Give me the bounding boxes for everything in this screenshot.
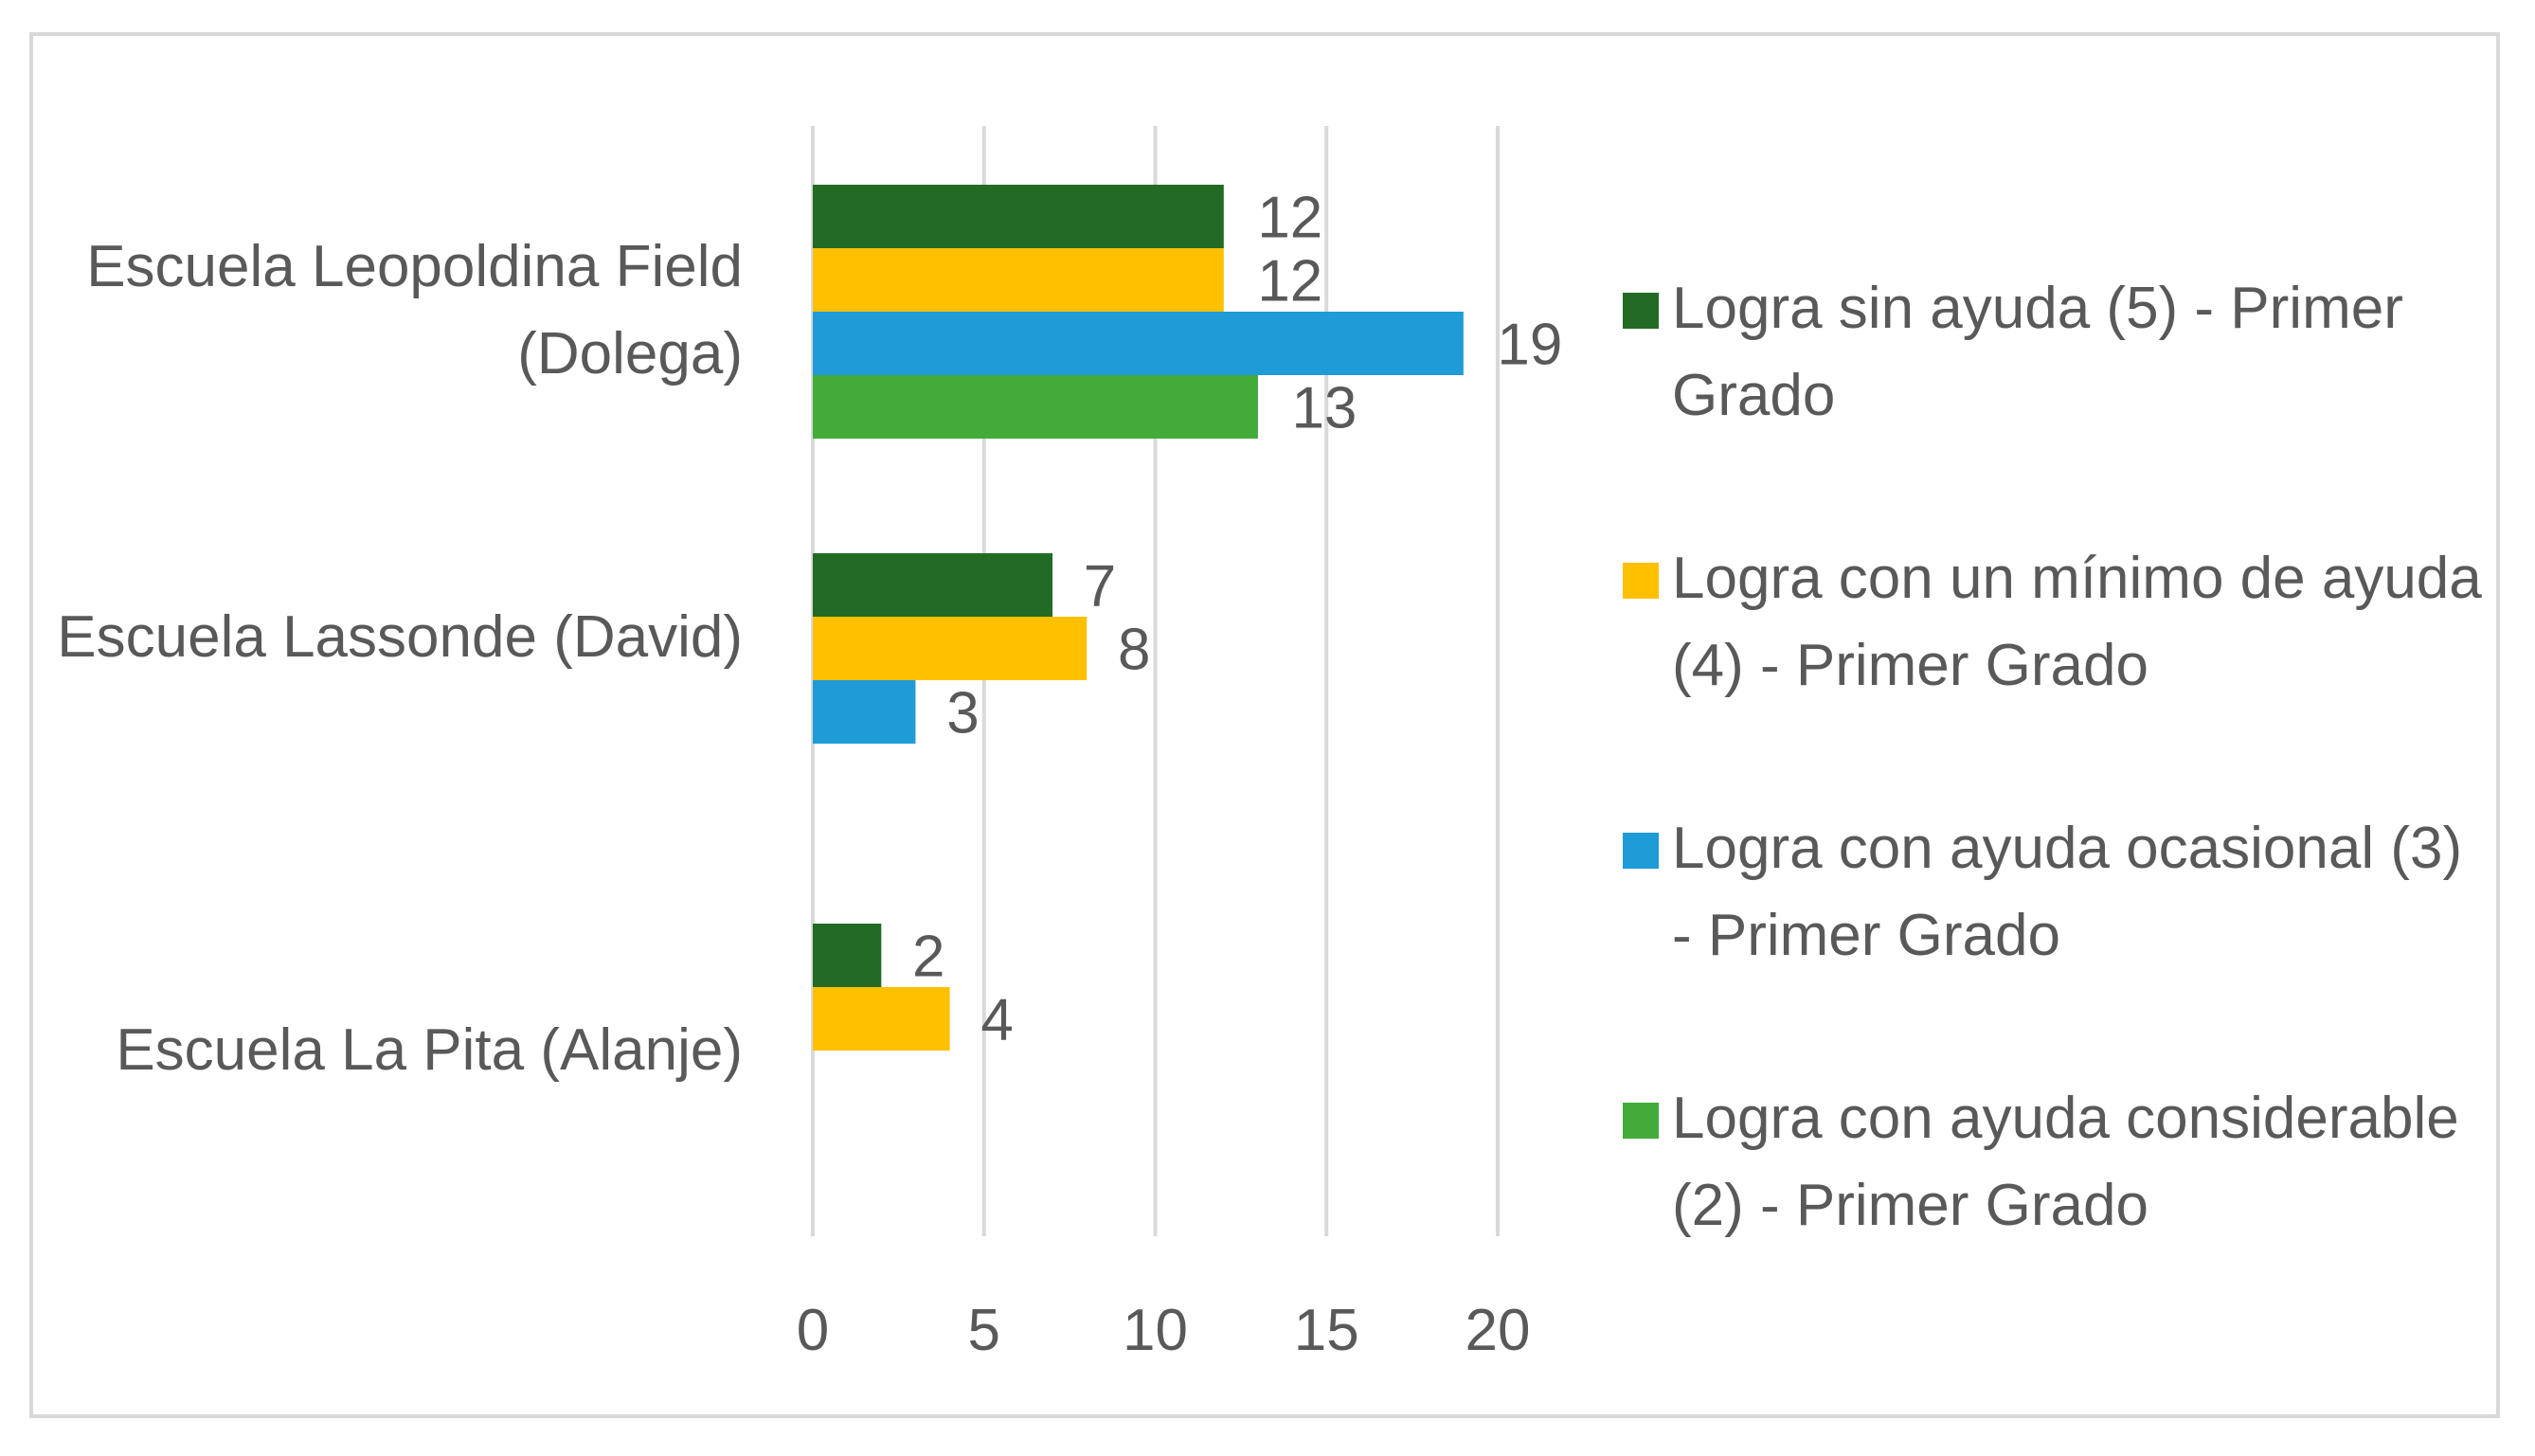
x-tick-label-15: 15 xyxy=(1294,1298,1359,1363)
bar-c2-s0 xyxy=(813,924,882,987)
legend-label-series-5: Logra sin ayuda (5) - Primer Grado xyxy=(1672,276,2403,428)
data-label-c1-s0: 7 xyxy=(1084,554,1116,620)
bar-c0-s2 xyxy=(813,312,1464,375)
data-label-c2-s1: 4 xyxy=(980,988,1013,1053)
bar-c2-s1 xyxy=(813,987,950,1051)
bar-c0-s1 xyxy=(813,248,1224,312)
x-tick-label-0: 0 xyxy=(797,1298,829,1363)
data-label-c0-s1: 12 xyxy=(1257,249,1322,315)
legend-item-series-3: Logra con ayuda ocasional (3) - Primer G… xyxy=(1623,805,2496,980)
bar-c0-s3 xyxy=(813,375,1258,439)
legend-label-series-4: Logra con un mínimo de ayuda (4) - Prime… xyxy=(1672,546,2482,698)
legend-item-series-4: Logra con un mínimo de ayuda (4) - Prime… xyxy=(1623,535,2496,710)
data-label-c1-s1: 8 xyxy=(1118,618,1150,683)
legend-swatch-series-5 xyxy=(1623,293,1659,329)
category-label-leopoldina: Escuela Leopoldina Field (Dolega) xyxy=(86,234,743,386)
legend-swatch-series-4 xyxy=(1623,563,1659,599)
data-label-c1-s2: 3 xyxy=(946,681,979,746)
category-label-la-pita: Escuela La Pita (Alanje) xyxy=(116,1017,743,1083)
data-label-c0-s0: 12 xyxy=(1257,186,1322,251)
chart-frame xyxy=(29,32,2500,1418)
legend-swatch-series-3 xyxy=(1623,833,1659,869)
x-tick-label-20: 20 xyxy=(1465,1298,1531,1363)
legend-item-series-5: Logra sin ayuda (5) - Primer Grado xyxy=(1623,265,2496,440)
x-tick-label-10: 10 xyxy=(1123,1298,1188,1363)
data-label-c2-s0: 2 xyxy=(912,925,944,990)
bar-c1-s0 xyxy=(813,553,1053,617)
bar-c1-s1 xyxy=(813,617,1088,680)
category-label-lassonde: Escuela Lassonde (David) xyxy=(57,604,743,670)
legend-swatch-series-2 xyxy=(1623,1103,1659,1139)
data-label-c0-s3: 13 xyxy=(1291,376,1357,441)
legend-item-series-2: Logra con ayuda considerable (2) - Prime… xyxy=(1623,1075,2496,1249)
bar-c1-s2 xyxy=(813,680,916,744)
legend-label-series-3: Logra con ayuda ocasional (3) - Primer G… xyxy=(1672,816,2463,968)
x-tick-label-5: 5 xyxy=(968,1298,1000,1363)
legend-label-series-2: Logra con ayuda considerable (2) - Prime… xyxy=(1672,1086,2459,1238)
data-label-c0-s2: 19 xyxy=(1497,313,1562,378)
bar-c0-s0 xyxy=(813,185,1224,248)
